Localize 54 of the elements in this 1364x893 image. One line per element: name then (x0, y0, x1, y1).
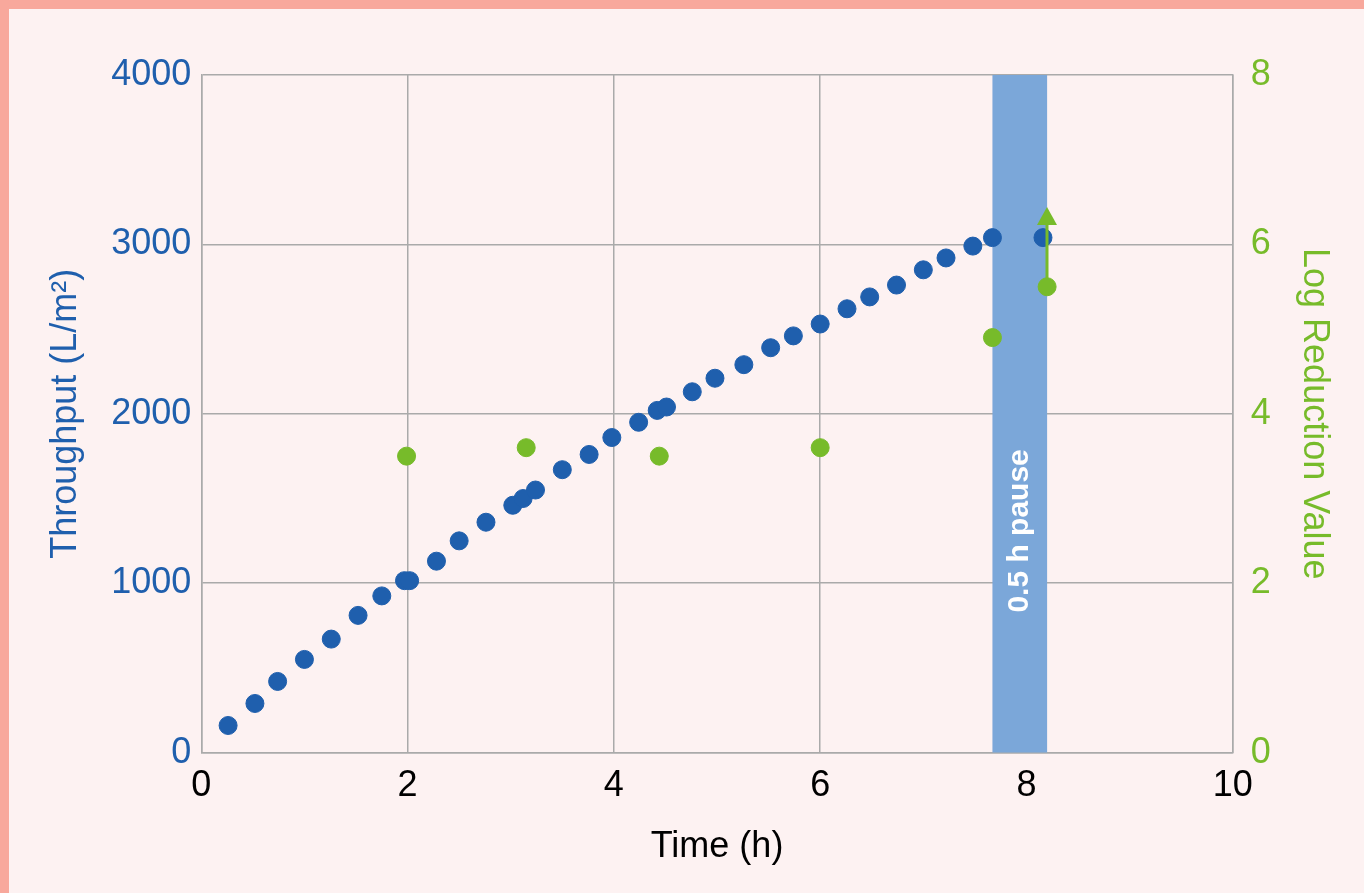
x-tick-label: 10 (1212, 763, 1253, 805)
point (810, 438, 830, 458)
point (629, 412, 649, 432)
point (682, 382, 702, 402)
point (321, 629, 341, 649)
x-tick-label: 4 (603, 763, 624, 805)
point (516, 438, 536, 458)
point (579, 444, 599, 464)
point (218, 716, 238, 735)
point (348, 605, 368, 625)
y-axis-title: Throughput (L/m²) (42, 268, 84, 559)
y2-tick-label: 0 (1250, 729, 1271, 771)
point (982, 328, 1002, 348)
y2-tick-label: 2 (1250, 560, 1271, 602)
point (982, 228, 1002, 248)
point (602, 428, 622, 448)
point (1037, 277, 1057, 297)
point (449, 531, 469, 551)
y-tick-label: 4000 (111, 51, 192, 93)
point (397, 446, 417, 466)
point (887, 275, 907, 295)
point (552, 460, 572, 480)
band-label: 0.5 h pause (1001, 449, 1035, 613)
point (837, 299, 857, 319)
point (294, 649, 314, 669)
y2-tick-label: 4 (1250, 390, 1271, 432)
point (372, 586, 392, 606)
point (426, 551, 446, 571)
point (936, 248, 956, 268)
y2-tick-label: 8 (1250, 51, 1271, 93)
point (734, 355, 754, 375)
point (963, 236, 983, 256)
y-tick-label: 2000 (111, 390, 192, 432)
point (783, 326, 803, 346)
x-axis-title: Time (h) (650, 824, 784, 866)
y-tick-label: 0 (171, 729, 192, 771)
x-tick-label: 2 (397, 763, 418, 805)
point (268, 671, 288, 691)
x-tick-label: 6 (810, 763, 831, 805)
y2-axis-title: Log Reduction Value (1296, 248, 1338, 580)
point (525, 480, 545, 500)
point (649, 446, 669, 466)
x-tick-label: 8 (1016, 763, 1037, 805)
point (705, 368, 725, 388)
point (913, 260, 933, 280)
y-tick-label: 3000 (111, 221, 192, 263)
point (476, 512, 496, 532)
point (761, 338, 781, 358)
y-tick-label: 1000 (111, 560, 192, 602)
point (245, 693, 265, 713)
point (860, 287, 880, 307)
point (656, 397, 676, 417)
y2-tick-label: 6 (1250, 221, 1271, 263)
point (810, 314, 830, 334)
